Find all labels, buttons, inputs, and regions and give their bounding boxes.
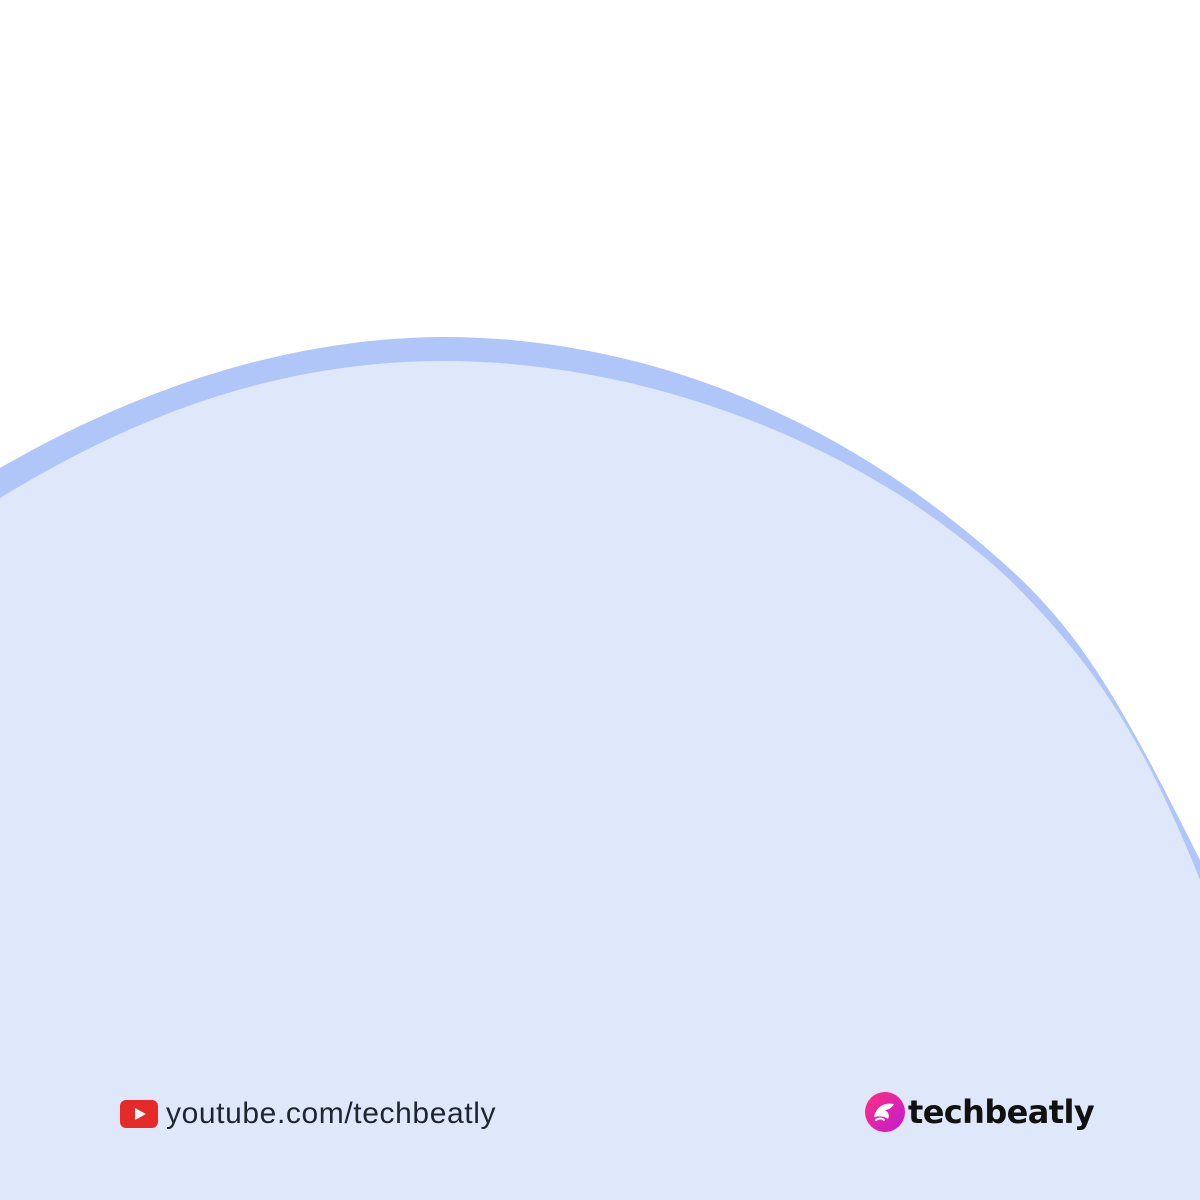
brand-name: techbeatly <box>908 1093 1095 1131</box>
brand-logo: techbeatly <box>864 1089 1095 1135</box>
techbeatly-logo-icon <box>864 1091 906 1133</box>
youtube-channel-link[interactable]: youtube.com/techbeatly <box>120 1092 496 1136</box>
arc-inner-fill <box>0 360 1200 1200</box>
youtube-link-text: youtube.com/techbeatly <box>166 1097 497 1130</box>
youtube-icon <box>120 1100 158 1128</box>
